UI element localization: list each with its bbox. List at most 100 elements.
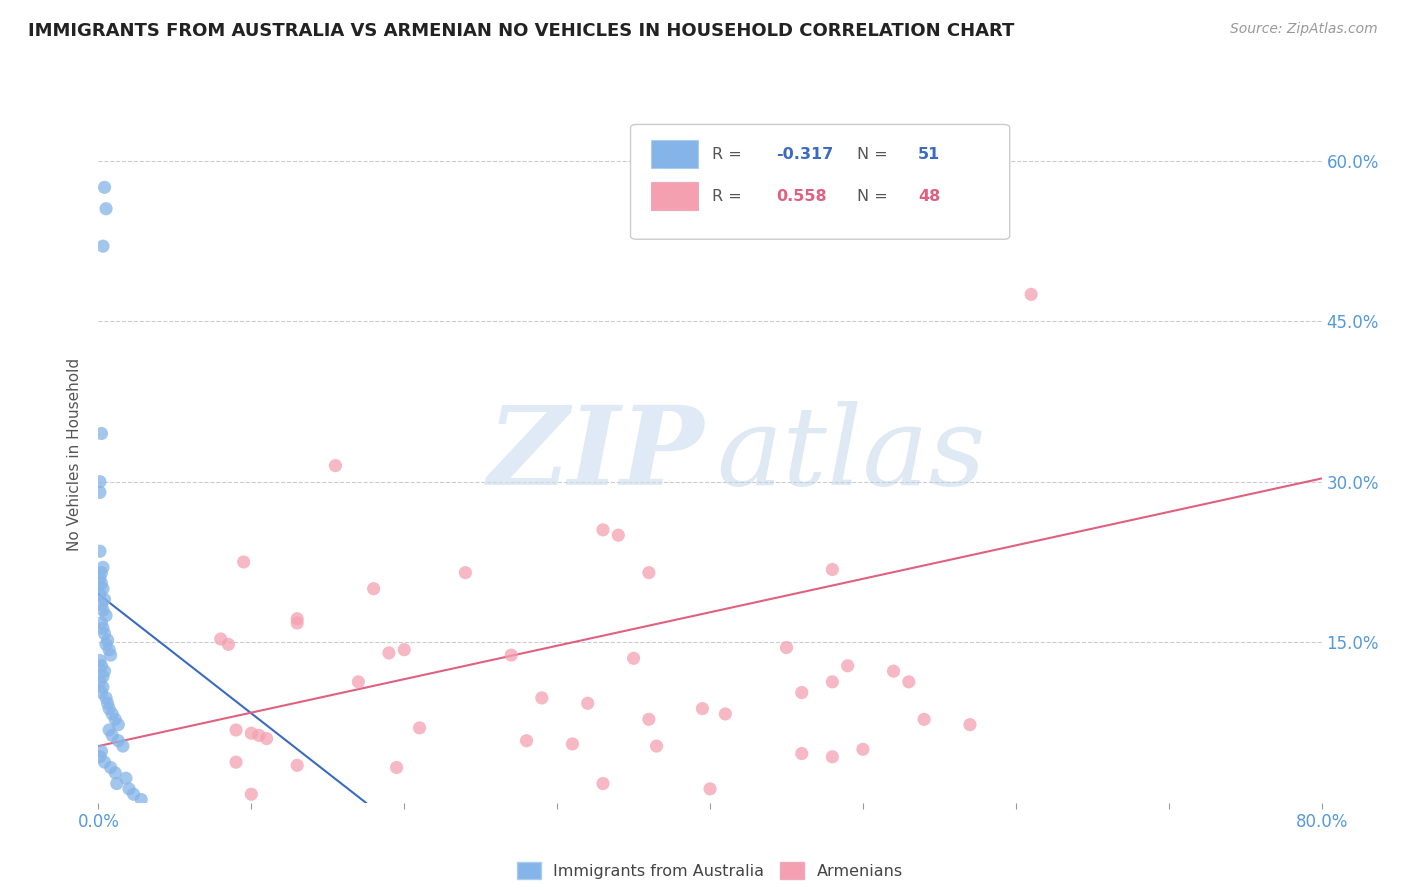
Text: ZIP: ZIP <box>488 401 704 508</box>
Point <box>97 696 120 710</box>
Point <box>115 771 138 785</box>
Point <box>837 658 859 673</box>
Point <box>561 737 583 751</box>
Point <box>91 621 114 635</box>
Point <box>94 608 117 623</box>
Point <box>637 712 661 726</box>
Point <box>775 640 797 655</box>
Point <box>699 781 721 796</box>
Point <box>714 706 737 721</box>
Point <box>285 615 308 630</box>
Point <box>256 731 278 746</box>
Point <box>89 749 111 764</box>
Text: 0.558: 0.558 <box>776 188 827 203</box>
Point <box>225 723 247 737</box>
Bar <box>651 182 697 210</box>
Point <box>107 717 129 731</box>
Point <box>501 648 523 662</box>
Point <box>97 633 120 648</box>
Point <box>623 651 645 665</box>
Text: -0.317: -0.317 <box>776 147 834 161</box>
Point <box>105 776 128 790</box>
Point <box>378 646 401 660</box>
Point <box>90 426 112 441</box>
Point <box>94 690 117 705</box>
Point <box>91 560 114 574</box>
Point <box>93 180 115 194</box>
Text: N =: N = <box>856 147 893 161</box>
Point <box>89 571 111 585</box>
Text: R =: R = <box>713 188 748 203</box>
Point <box>225 755 247 769</box>
Point <box>91 582 114 596</box>
Text: 48: 48 <box>918 188 941 203</box>
Point <box>100 760 122 774</box>
Point <box>576 696 599 710</box>
Point <box>232 555 254 569</box>
Point <box>285 612 308 626</box>
Text: atlas: atlas <box>716 401 986 508</box>
Point <box>94 637 117 651</box>
Point <box>607 528 630 542</box>
Point <box>89 544 111 558</box>
Point <box>1019 287 1042 301</box>
Text: R =: R = <box>713 147 748 161</box>
Point <box>93 592 115 607</box>
Legend: Immigrants from Australia, Armenians: Immigrants from Australia, Armenians <box>510 856 910 885</box>
Point <box>122 787 145 801</box>
Point <box>101 706 124 721</box>
Point <box>645 739 668 753</box>
Point <box>90 615 112 630</box>
Point <box>91 239 114 253</box>
Point <box>247 728 270 742</box>
FancyBboxPatch shape <box>630 124 1010 239</box>
Point <box>363 582 385 596</box>
Point <box>385 760 408 774</box>
Text: IMMIGRANTS FROM AUSTRALIA VS ARMENIAN NO VEHICLES IN HOUSEHOLD CORRELATION CHART: IMMIGRANTS FROM AUSTRALIA VS ARMENIAN NO… <box>28 22 1015 40</box>
Point <box>118 781 141 796</box>
Point <box>209 632 232 646</box>
Point <box>90 576 112 591</box>
Point <box>217 637 239 651</box>
Point <box>592 523 614 537</box>
Point <box>111 739 134 753</box>
Point <box>98 701 121 715</box>
Point <box>325 458 347 473</box>
Point <box>129 792 152 806</box>
Point <box>104 765 127 780</box>
Text: N =: N = <box>856 188 893 203</box>
Point <box>107 733 129 747</box>
Point <box>883 664 905 678</box>
Point <box>454 566 477 580</box>
Point <box>90 598 112 612</box>
Point <box>790 685 813 699</box>
Text: 51: 51 <box>918 147 941 161</box>
Text: Source: ZipAtlas.com: Source: ZipAtlas.com <box>1230 22 1378 37</box>
Y-axis label: No Vehicles in Household: No Vehicles in Household <box>67 359 83 551</box>
Point <box>790 747 813 761</box>
Point <box>94 202 117 216</box>
Point <box>93 755 115 769</box>
Point <box>104 712 127 726</box>
Point <box>821 674 844 689</box>
Point <box>516 733 538 747</box>
Point <box>90 566 112 580</box>
Point <box>101 728 124 742</box>
Point <box>637 566 661 580</box>
Point <box>959 717 981 731</box>
Point <box>89 587 111 601</box>
Point <box>692 701 714 715</box>
Point <box>89 475 111 489</box>
Point <box>91 669 114 683</box>
Point <box>93 664 115 678</box>
Point <box>530 690 553 705</box>
Point <box>91 680 114 694</box>
Point <box>89 485 111 500</box>
Point <box>98 723 121 737</box>
Point <box>90 658 112 673</box>
Point <box>392 642 416 657</box>
Point <box>240 787 263 801</box>
Point <box>897 674 920 689</box>
Point <box>89 653 111 667</box>
Point <box>89 674 111 689</box>
